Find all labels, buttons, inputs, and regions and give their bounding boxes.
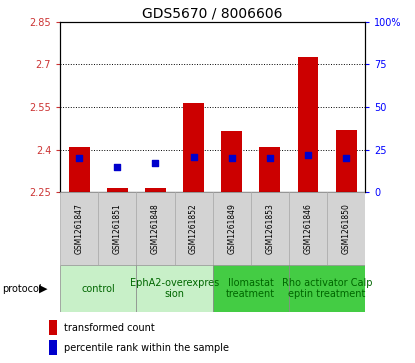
Bar bbox=[183, 103, 204, 192]
Bar bbox=[49, 320, 57, 335]
Point bbox=[114, 164, 121, 170]
Text: ▶: ▶ bbox=[39, 284, 47, 294]
Point bbox=[152, 160, 159, 166]
Point bbox=[228, 155, 235, 161]
Text: transformed count: transformed count bbox=[64, 323, 155, 333]
Point bbox=[343, 155, 349, 161]
Bar bbox=[98, 192, 137, 265]
Point bbox=[266, 155, 273, 161]
Title: GDS5670 / 8006606: GDS5670 / 8006606 bbox=[142, 7, 283, 21]
Bar bbox=[327, 192, 365, 265]
Bar bbox=[336, 130, 356, 192]
Bar bbox=[298, 57, 318, 192]
Bar bbox=[49, 340, 57, 355]
Point bbox=[76, 155, 83, 161]
Text: Rho activator Calp
eptin treatment: Rho activator Calp eptin treatment bbox=[282, 278, 372, 299]
Bar bbox=[212, 192, 251, 265]
Bar bbox=[60, 265, 137, 312]
Bar bbox=[137, 265, 212, 312]
Text: percentile rank within the sample: percentile rank within the sample bbox=[64, 343, 229, 352]
Text: control: control bbox=[81, 284, 115, 294]
Text: GSM1261851: GSM1261851 bbox=[113, 203, 122, 254]
Bar bbox=[60, 192, 98, 265]
Text: GSM1261853: GSM1261853 bbox=[265, 203, 274, 254]
Bar bbox=[137, 192, 175, 265]
Bar bbox=[107, 188, 128, 192]
Text: GSM1261848: GSM1261848 bbox=[151, 203, 160, 254]
Text: GSM1261850: GSM1261850 bbox=[342, 203, 351, 254]
Point bbox=[190, 154, 197, 159]
Text: GSM1261852: GSM1261852 bbox=[189, 203, 198, 254]
Point bbox=[305, 152, 311, 158]
Bar bbox=[145, 188, 166, 192]
Bar bbox=[212, 265, 289, 312]
Bar bbox=[251, 192, 289, 265]
Bar bbox=[289, 192, 327, 265]
Bar bbox=[259, 147, 281, 192]
Text: GSM1261846: GSM1261846 bbox=[303, 203, 312, 254]
Bar bbox=[69, 147, 90, 192]
Bar bbox=[175, 192, 213, 265]
Text: GSM1261849: GSM1261849 bbox=[227, 203, 236, 254]
Text: Ilomastat
treatment: Ilomastat treatment bbox=[226, 278, 276, 299]
Text: GSM1261847: GSM1261847 bbox=[75, 203, 84, 254]
Bar bbox=[289, 265, 365, 312]
Bar bbox=[221, 131, 242, 192]
Text: protocol: protocol bbox=[2, 284, 42, 294]
Text: EphA2-overexpres
sion: EphA2-overexpres sion bbox=[130, 278, 219, 299]
